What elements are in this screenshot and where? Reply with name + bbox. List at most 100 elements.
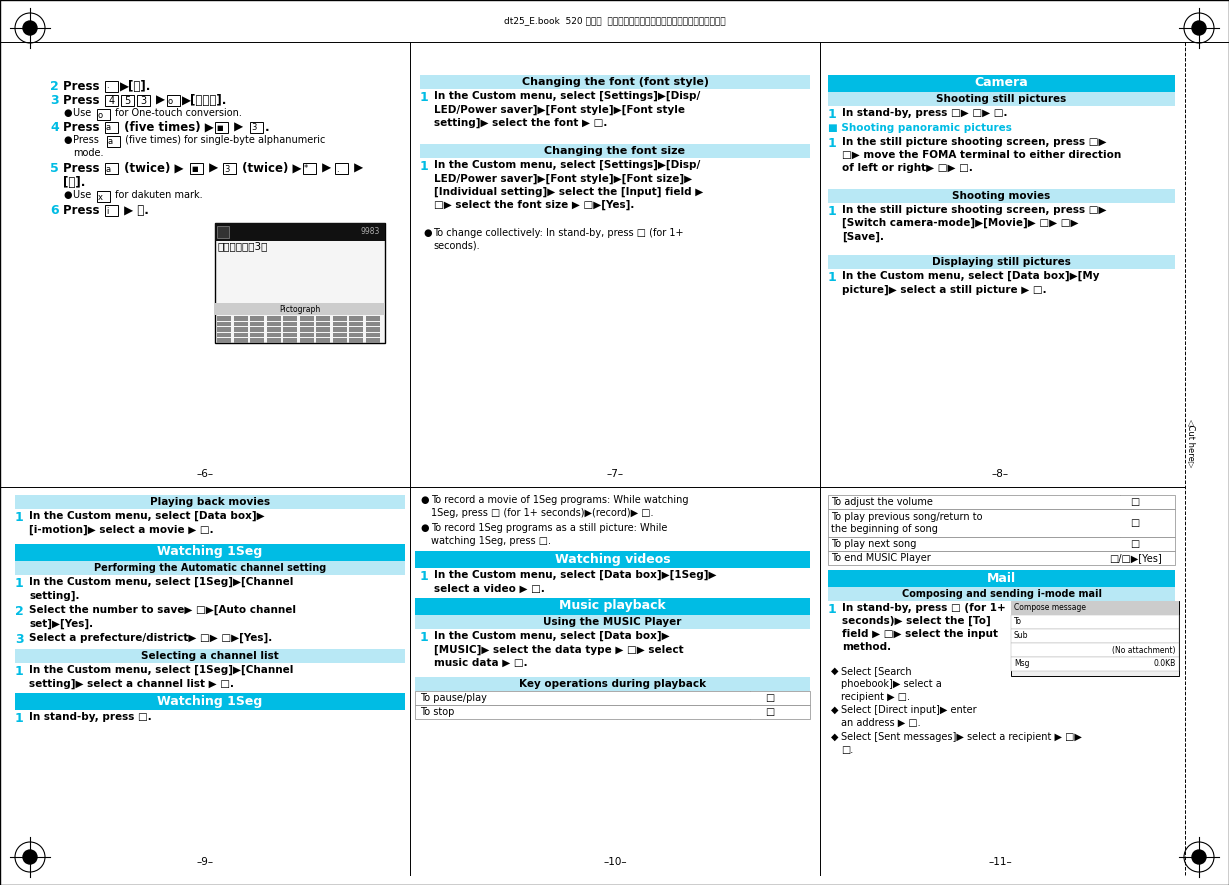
Bar — [316, 321, 331, 326]
Text: To adjust the volume: To adjust the volume — [831, 497, 933, 507]
Bar — [249, 333, 264, 337]
Text: In the Custom menu, select [Data box]▶
[MUSIC]▶ select the data type ▶ □▶ select: In the Custom menu, select [Data box]▶ [… — [434, 631, 683, 667]
Text: Watching videos: Watching videos — [554, 552, 670, 566]
Bar — [218, 226, 229, 238]
Bar — [15, 693, 406, 710]
Text: To record a movie of 1Seg programs: While watching
1Seg, press □ (for 1+ seconds: To record a movie of 1Seg programs: Whil… — [431, 495, 688, 518]
Text: ◆: ◆ — [831, 705, 838, 715]
Text: Shooting movies: Shooting movies — [952, 191, 1051, 201]
Text: –10–: –10– — [603, 857, 627, 867]
Text: (twice) ▶: (twice) ▶ — [238, 162, 306, 175]
Text: To record 1Seg programs as a still picture: While
watching 1Seg, press □.: To record 1Seg programs as a still pictu… — [431, 523, 667, 546]
Text: ▶[の].: ▶[の]. — [120, 80, 151, 93]
Bar — [349, 327, 363, 332]
Text: 9983: 9983 — [360, 227, 380, 236]
Bar — [300, 327, 313, 332]
Text: To stop: To stop — [420, 707, 455, 717]
Text: Select the number to save▶ □▶[Auto channel
set]▶[Yes].: Select the number to save▶ □▶[Auto chann… — [29, 605, 296, 628]
Text: Select [Search
phoebook]▶ select a
recipient ▶ □.: Select [Search phoebook]▶ select a recip… — [841, 666, 941, 702]
Bar — [249, 321, 264, 326]
Bar — [104, 205, 118, 216]
Bar — [215, 122, 229, 133]
Bar — [283, 316, 297, 320]
Bar — [828, 509, 1175, 537]
Text: 6: 6 — [50, 204, 59, 217]
Bar — [218, 321, 231, 326]
Text: Press: Press — [63, 121, 103, 134]
Text: mode.: mode. — [73, 148, 103, 158]
Text: Watching 1Seg: Watching 1Seg — [157, 695, 263, 707]
Bar — [316, 333, 331, 337]
Text: 5: 5 — [124, 96, 130, 106]
Bar — [336, 163, 348, 174]
Text: ▶: ▶ — [318, 162, 336, 175]
Text: (twice) ▶: (twice) ▶ — [120, 162, 188, 175]
Text: 1: 1 — [828, 205, 837, 218]
Text: Playing back movies: Playing back movies — [150, 497, 270, 507]
Text: 3: 3 — [140, 96, 146, 106]
Bar — [15, 544, 406, 561]
Text: 0.0KB: 0.0KB — [1154, 659, 1176, 668]
Text: 4: 4 — [50, 121, 59, 134]
Text: Watching 1Seg: Watching 1Seg — [157, 545, 263, 558]
Bar — [218, 333, 231, 337]
Text: In the Custom menu, select [Data box]▶[My
picture]▶ select a still picture ▶ □.: In the Custom menu, select [Data box]▶[M… — [842, 271, 1100, 295]
Bar — [234, 333, 247, 337]
Bar — [215, 223, 385, 343]
Text: Msg: Msg — [1014, 659, 1030, 668]
Circle shape — [1192, 21, 1206, 35]
Bar — [420, 144, 810, 158]
Bar — [283, 327, 297, 332]
Text: .: . — [336, 165, 339, 173]
Text: ▶: ▶ — [230, 121, 247, 134]
Bar — [249, 338, 264, 342]
Bar — [104, 122, 118, 133]
Bar — [218, 327, 231, 332]
Text: ■ Shooting panoramic pictures: ■ Shooting panoramic pictures — [828, 123, 1011, 133]
Text: ●: ● — [420, 523, 429, 533]
Bar — [349, 316, 363, 320]
Bar — [267, 327, 280, 332]
Text: ◆: ◆ — [831, 732, 838, 742]
Bar — [415, 598, 810, 615]
Text: a: a — [106, 165, 111, 173]
Bar — [218, 338, 231, 342]
Bar — [828, 92, 1175, 106]
Bar — [120, 95, 134, 106]
Bar — [415, 677, 810, 691]
Bar — [97, 191, 111, 202]
Text: ■: ■ — [216, 125, 222, 131]
Bar — [415, 551, 810, 568]
Text: □: □ — [766, 693, 774, 703]
Bar — [349, 333, 363, 337]
Text: 2: 2 — [50, 80, 59, 93]
Text: 今日のテニス3時: 今日のテニス3時 — [218, 241, 268, 251]
Text: ▶[テニス].: ▶[テニス]. — [182, 94, 227, 107]
Bar — [349, 321, 363, 326]
Text: 3: 3 — [50, 94, 59, 107]
Bar — [234, 338, 247, 342]
Text: ▶: ▶ — [156, 94, 165, 107]
Text: Composing and sending i-mode mail: Composing and sending i-mode mail — [902, 589, 1101, 599]
Bar — [828, 495, 1175, 509]
Text: (five times) for single-byte alphanumeric: (five times) for single-byte alphanumeri… — [122, 135, 326, 145]
Bar — [333, 321, 347, 326]
Text: Use: Use — [73, 108, 95, 118]
Bar — [249, 327, 264, 332]
Text: □: □ — [766, 707, 774, 717]
Bar — [333, 316, 347, 320]
Text: In stand-by, press □ (for 1+
seconds)▶ select the [To]
field ▶ □▶ select the inp: In stand-by, press □ (for 1+ seconds)▶ s… — [842, 603, 1005, 652]
Bar — [300, 321, 313, 326]
Bar — [828, 255, 1175, 269]
Text: Pictograph: Pictograph — [279, 304, 321, 313]
Text: –6–: –6– — [197, 469, 214, 479]
Text: 5: 5 — [50, 162, 59, 175]
Text: 1: 1 — [420, 160, 429, 173]
Bar — [190, 163, 203, 174]
Text: In the Custom menu, select [1Seg]▶[Channel
setting].: In the Custom menu, select [1Seg]▶[Chann… — [29, 577, 294, 601]
Bar — [300, 333, 313, 337]
Bar — [333, 333, 347, 337]
Text: Select [Sent messages]▶ select a recipient ▶ □▶
□.: Select [Sent messages]▶ select a recipie… — [841, 732, 1082, 755]
Bar — [333, 327, 347, 332]
Text: –11–: –11– — [988, 857, 1011, 867]
